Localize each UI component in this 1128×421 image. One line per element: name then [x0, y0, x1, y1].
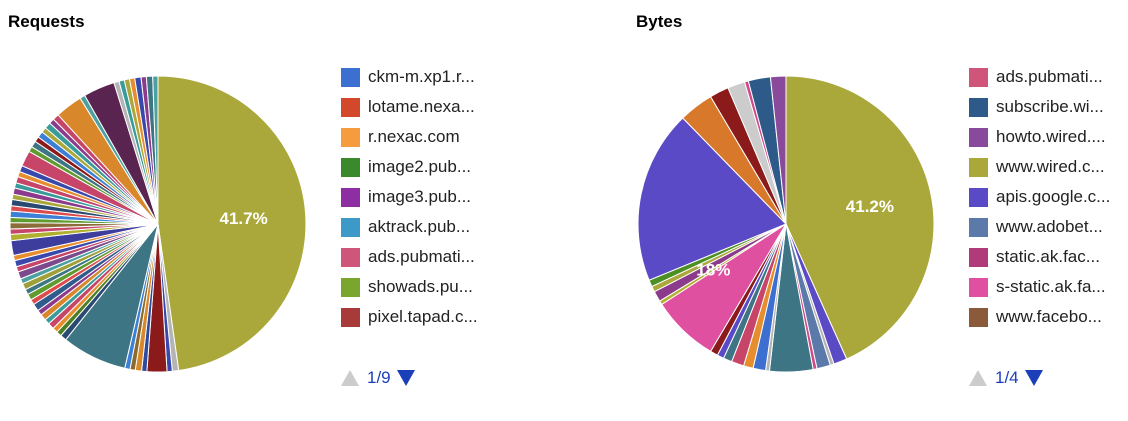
legend-label: s-static.ak.fa... — [996, 277, 1106, 296]
bytes-legend-pager: 1/4 — [969, 368, 1043, 388]
requests-pie-chart[interactable]: 41.7% — [8, 70, 312, 378]
bytes-pie-chart[interactable]: 41.2% 18% — [636, 70, 940, 378]
legend-swatch — [341, 157, 360, 177]
legend-label: ckm-m.xp1.r... — [368, 67, 475, 86]
pager-prev-arrow-icon[interactable] — [341, 370, 359, 386]
legend-label: r.nexac.com — [368, 127, 460, 146]
legend-swatch — [969, 97, 988, 117]
legend-item[interactable]: static.ak.fac... — [969, 242, 1110, 272]
legend-label: static.ak.fac... — [996, 247, 1100, 266]
legend-label: pixel.tapad.c... — [368, 307, 478, 326]
legend-label: aktrack.pub... — [368, 217, 471, 236]
pager-prev-arrow-icon[interactable] — [969, 370, 987, 386]
legend-item[interactable]: www.adobet... — [969, 212, 1110, 242]
legend-swatch — [969, 187, 988, 207]
pager-page-text: 1/4 — [995, 368, 1019, 387]
legend-swatch — [341, 127, 360, 147]
legend-swatch — [341, 217, 360, 237]
pie-slice[interactable] — [769, 75, 787, 225]
legend-item[interactable]: showads.pu... — [341, 272, 478, 302]
pie-slice[interactable] — [637, 117, 787, 281]
legend-label: apis.google.c... — [996, 187, 1111, 206]
bytes-chart-panel: Bytes 41.2% 18% ads.pubmati... subscribe.w… — [628, 0, 1128, 421]
requests-chart-panel: Requests 41.7% ckm-m.xp1.r... lotame.nexa… — [0, 0, 560, 421]
legend-item[interactable]: apis.google.c... — [969, 182, 1110, 212]
pager-page-text: 1/9 — [367, 368, 391, 387]
chart-title-requests: Requests — [8, 12, 85, 31]
slice-percent-label: 41.7% — [219, 209, 267, 228]
legend-item[interactable]: ads.pubmati... — [341, 242, 478, 272]
pie-slice[interactable] — [152, 75, 159, 225]
legend-label: subscribe.wi... — [996, 97, 1104, 116]
legend-swatch — [341, 97, 360, 117]
legend-item[interactable]: subscribe.wi... — [969, 92, 1110, 122]
bytes-legend: ads.pubmati... subscribe.wi... howto.wired… — [969, 62, 1110, 332]
legend-item[interactable]: image2.pub... — [341, 152, 478, 182]
legend-label: www.facebo... — [996, 307, 1102, 326]
legend-item[interactable]: image3.pub... — [341, 182, 478, 212]
legend-label: www.adobet... — [996, 217, 1103, 236]
legend-item[interactable]: s-static.ak.fa... — [969, 272, 1110, 302]
legend-item[interactable]: ckm-m.xp1.r... — [341, 62, 478, 92]
legend-swatch — [341, 277, 360, 297]
legend-item[interactable]: howto.wired.... — [969, 122, 1110, 152]
legend-swatch — [341, 187, 360, 207]
pie-slice[interactable] — [785, 75, 935, 360]
legend-swatch — [969, 127, 988, 147]
legend-label: ads.pubmati... — [368, 247, 475, 266]
legend-label: image2.pub... — [368, 157, 472, 176]
legend-item[interactable]: pixel.tapad.c... — [341, 302, 478, 332]
legend-item[interactable]: lotame.nexa... — [341, 92, 478, 122]
legend-swatch — [969, 157, 988, 177]
legend-item[interactable]: www.wired.c... — [969, 152, 1110, 182]
legend-label: howto.wired.... — [996, 127, 1106, 146]
slice-percent-label: 41.2% — [846, 197, 894, 216]
pie-slice[interactable] — [157, 75, 307, 372]
legend-item[interactable]: aktrack.pub... — [341, 212, 478, 242]
legend-item[interactable]: ads.pubmati... — [969, 62, 1110, 92]
legend-swatch — [969, 67, 988, 87]
legend-label: showads.pu... — [368, 277, 473, 296]
legend-swatch — [969, 217, 988, 237]
legend-label: image3.pub... — [368, 187, 472, 206]
pager-next-arrow-icon[interactable] — [396, 370, 415, 386]
legend-item[interactable]: r.nexac.com — [341, 122, 478, 152]
legend-swatch — [969, 277, 988, 297]
legend-label: www.wired.c... — [996, 157, 1105, 176]
slice-percent-label: 18% — [696, 261, 730, 280]
legend-swatch — [341, 247, 360, 267]
legend-swatch — [969, 307, 988, 327]
legend-label: ads.pubmati... — [996, 67, 1103, 86]
legend-label: lotame.nexa... — [368, 97, 475, 116]
requests-legend-pager: 1/9 — [341, 368, 415, 388]
legend-swatch — [341, 67, 360, 87]
legend-item[interactable]: www.facebo... — [969, 302, 1110, 332]
requests-legend: ckm-m.xp1.r... lotame.nexa... r.nexac.com i… — [341, 62, 478, 332]
legend-swatch — [341, 307, 360, 327]
pager-next-arrow-icon[interactable] — [1024, 370, 1043, 386]
chart-title-bytes: Bytes — [636, 12, 683, 31]
legend-swatch — [969, 247, 988, 267]
